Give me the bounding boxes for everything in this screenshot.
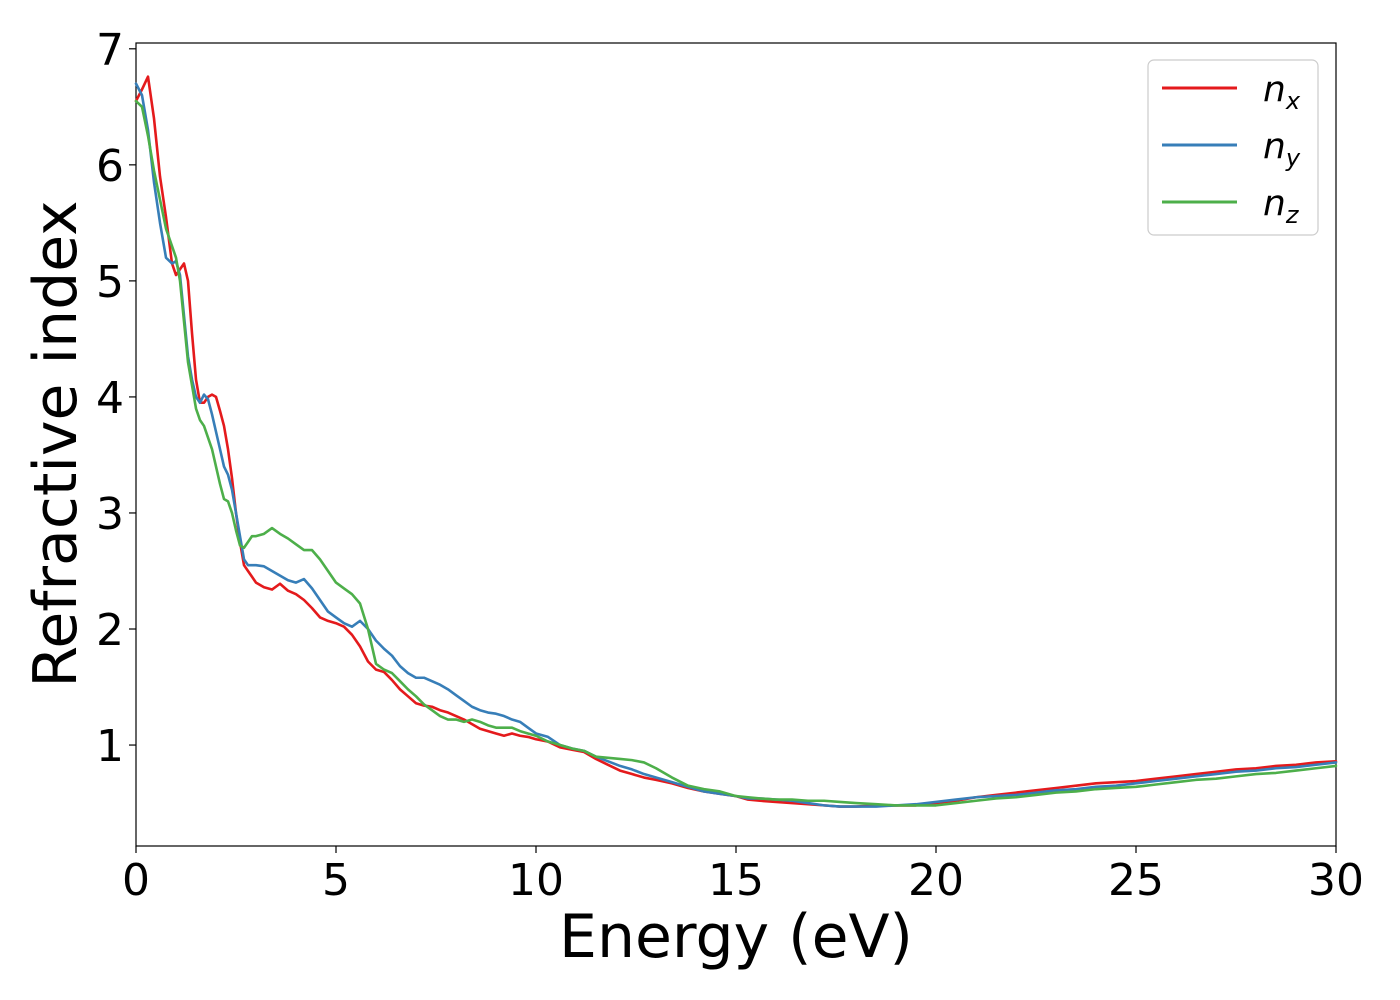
x-tick-label: 5	[322, 855, 350, 906]
x-tick-label: 30	[1308, 855, 1364, 906]
y-tick-label: 1	[96, 721, 124, 772]
legend-label-subscript: y	[1285, 144, 1301, 172]
y-tick-label: 6	[96, 141, 124, 192]
y-tick-label: 7	[96, 25, 124, 76]
legend-box	[1147, 59, 1319, 236]
legend-label-x: nx	[1263, 69, 1301, 115]
series-lines	[134, 75, 1338, 808]
legend-label-z: nz	[1263, 183, 1300, 229]
legend-label-base: n	[1263, 69, 1286, 110]
legend-label-base: n	[1263, 126, 1286, 167]
y-tick-label: 2	[96, 605, 124, 656]
y-axis-label: Refractive index	[21, 200, 91, 687]
series-line-y	[134, 82, 1338, 808]
x-tick-label: 10	[508, 855, 564, 906]
x-tick-label: 25	[1108, 855, 1164, 906]
y-tick-label: 3	[96, 489, 124, 540]
legend-label-y: ny	[1263, 126, 1301, 172]
series-line-z	[134, 99, 1338, 807]
x-tick-label: 15	[708, 855, 764, 906]
y-axis-ticks: 1 2 3 4 5 6 7	[96, 25, 136, 772]
x-axis-ticks: 0 5 10 15 20 25 30	[122, 846, 1364, 906]
x-axis-label: Energy (eV)	[559, 902, 913, 972]
y-tick-label: 5	[96, 257, 124, 308]
legend-label-subscript: x	[1285, 87, 1301, 115]
plot-area-frame	[135, 42, 1337, 847]
legend-label-subscript: z	[1285, 201, 1300, 229]
x-tick-label: 0	[122, 855, 150, 906]
x-tick-label: 20	[908, 855, 964, 906]
y-tick-label: 4	[96, 373, 124, 424]
legend-label-base: n	[1263, 183, 1286, 224]
